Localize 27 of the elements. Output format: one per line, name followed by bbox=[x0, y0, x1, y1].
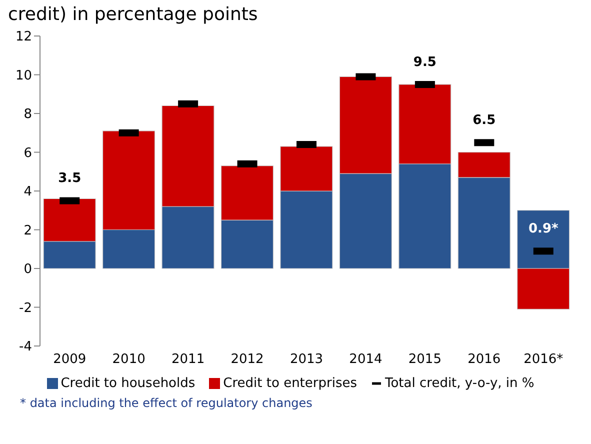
legend-label: Total credit, y-o-y, in % bbox=[384, 376, 534, 391]
data-label: 6.5 bbox=[472, 113, 496, 128]
chart-title: credit) in percentage points bbox=[8, 4, 259, 26]
legend-label: Credit to enterprises bbox=[222, 376, 357, 391]
y-tick-label: 0 bbox=[24, 262, 32, 278]
x-tick-label: 2013 bbox=[290, 352, 324, 368]
y-tick-label: 12 bbox=[15, 30, 32, 45]
y-tick-label: 6 bbox=[24, 146, 32, 161]
x-tick-label: 2012 bbox=[230, 352, 264, 368]
x-tick-label: 2015 bbox=[408, 352, 442, 368]
y-tick-label: -2 bbox=[19, 300, 32, 316]
legend-label: Credit to households bbox=[60, 376, 196, 391]
x-tick-label: 2016 bbox=[468, 352, 501, 368]
x-tick-label: 2011 bbox=[172, 352, 205, 368]
x-tick-label: 2016* bbox=[524, 352, 564, 368]
data-label: 9.5 bbox=[413, 54, 436, 70]
data-label: 3.5 bbox=[58, 171, 82, 186]
text: * data including the effect of regulatory changes bbox=[20, 396, 314, 410]
y-tick-label: 8 bbox=[24, 107, 32, 122]
y-tick-label: 2 bbox=[24, 223, 32, 238]
y-tick-label: -4 bbox=[19, 340, 32, 355]
y-tick-label: 10 bbox=[15, 68, 32, 84]
x-tick-label: 2009 bbox=[53, 352, 86, 368]
x-tick-label: 2014 bbox=[349, 352, 382, 368]
data-label: 0.9* bbox=[528, 222, 559, 237]
x-tick-label: 2010 bbox=[112, 352, 146, 368]
y-tick-label: 4 bbox=[24, 184, 32, 200]
